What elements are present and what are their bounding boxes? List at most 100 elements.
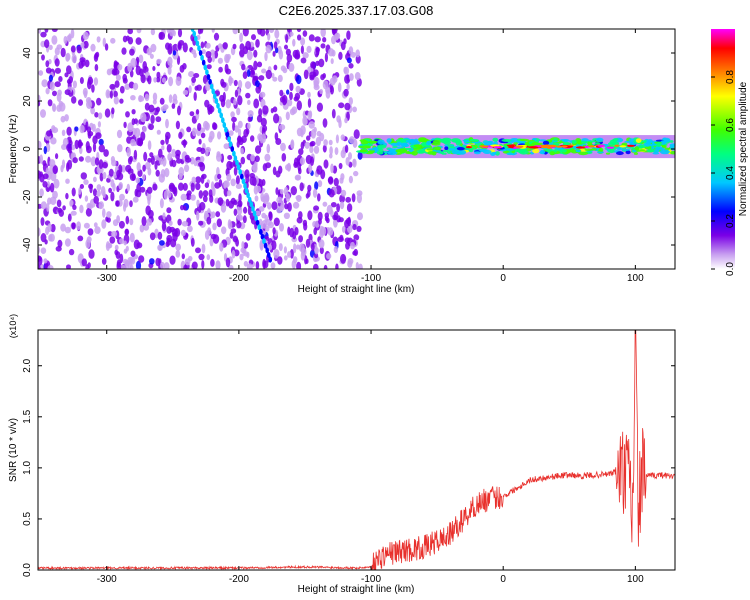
heatmap-cell <box>206 254 211 261</box>
heatmap-band-cell <box>426 140 432 146</box>
heatmap-cell <box>78 156 84 162</box>
heatmap-cell <box>232 159 236 167</box>
heatmap-cell <box>115 74 121 81</box>
heatmap-cell <box>304 141 310 149</box>
heatmap-cell <box>84 59 90 68</box>
heatmap-cell <box>161 77 167 83</box>
heatmap-cell <box>50 223 56 233</box>
heatmap-cell <box>346 30 351 40</box>
heatmap-cell <box>237 200 243 208</box>
heatmap-cell <box>86 236 92 243</box>
heatmap-cell <box>283 255 288 261</box>
heatmap-cell <box>273 249 280 259</box>
heatmap-band-cell <box>635 138 642 144</box>
heatmap-cell <box>157 231 163 240</box>
heatmap-cell <box>307 210 313 221</box>
spectrogram-heatmap <box>38 29 675 269</box>
heatmap-cell <box>239 49 245 58</box>
heatmap-streak-cell <box>268 256 273 263</box>
heatmap-cell <box>182 182 188 191</box>
heatmap-cell <box>210 258 215 267</box>
heatmap-cell <box>161 145 165 151</box>
heatmap-cell <box>313 145 320 154</box>
heatmap-cell <box>230 111 235 118</box>
x-tick-label: -200 <box>229 574 249 585</box>
heatmap-cell <box>264 51 268 62</box>
heatmap-cell <box>162 104 169 110</box>
heatmap-cell <box>340 173 345 181</box>
heatmap-cell <box>138 255 145 263</box>
heatmap-band-cell <box>578 151 589 156</box>
heatmap-cell <box>175 120 180 130</box>
heatmap-cell <box>229 161 234 169</box>
heatmap-cell <box>117 63 123 71</box>
heatmap-cell <box>258 108 263 117</box>
heatmap-cell <box>126 147 131 157</box>
heatmap-band-cell <box>433 146 442 150</box>
heatmap-cell <box>190 194 196 201</box>
colorbar-tick-label: 0.6 <box>725 118 736 132</box>
heatmap-cell <box>45 87 50 95</box>
heatmap-cell <box>150 114 155 125</box>
heatmap-cell <box>146 186 153 194</box>
heatmap-streak-cell <box>232 150 236 157</box>
heatmap-core-cell <box>515 145 524 148</box>
y-tick-label: 1.5 <box>22 409 33 423</box>
heatmap-cell <box>92 188 98 197</box>
heatmap-core-cell <box>561 145 568 148</box>
heatmap-cell <box>77 235 84 242</box>
heatmap-cell <box>42 181 48 188</box>
heatmap-cell <box>247 122 251 130</box>
heatmap-cell <box>65 178 70 184</box>
heatmap-cell <box>253 98 260 109</box>
colorbar-ticks: 0.0 0.2 0.4 0.6 0.8 <box>711 70 736 276</box>
heatmap-cell <box>193 160 198 167</box>
heatmap-cell <box>152 183 158 191</box>
heatmap-cell <box>275 187 279 196</box>
heatmap-cell <box>88 249 95 259</box>
heatmap-streak-cell <box>200 54 204 61</box>
heatmap-cell <box>235 175 240 185</box>
heatmap-cell <box>169 226 176 233</box>
heatmap-band-cell <box>397 148 408 153</box>
heatmap-cell <box>46 202 50 212</box>
heatmap-cell <box>153 77 157 83</box>
heatmap-cell <box>320 74 325 81</box>
heatmap-cell <box>109 90 113 99</box>
heatmap-cell <box>81 258 88 267</box>
heatmap-cell <box>60 164 64 173</box>
heatmap-cell <box>199 156 205 163</box>
heatmap-cell <box>245 40 252 51</box>
heatmap-band-cell <box>598 147 604 152</box>
heatmap-core-cell <box>614 144 620 147</box>
heatmap-cell <box>162 157 167 167</box>
figure-title: C2E6.2025.337.17.03.G08 <box>279 3 434 18</box>
heatmap-cell <box>300 37 306 46</box>
heatmap-cell <box>51 35 58 45</box>
heatmap-cell <box>296 216 303 224</box>
heatmap-cell <box>330 58 334 65</box>
heatmap-streak-cell <box>208 78 212 85</box>
heatmap-core-cell <box>478 145 489 148</box>
heatmap-cell <box>322 118 328 128</box>
heatmap-cell <box>132 196 139 203</box>
heatmap-cell <box>303 69 309 80</box>
heatmap-cell <box>136 242 143 249</box>
heatmap-band-cell <box>418 137 427 143</box>
snr-y-ticks: 0.0 0.5 1.0 1.5 2.0 <box>22 358 675 577</box>
heatmap-streak-cell <box>203 64 208 71</box>
heatmap-cell <box>317 193 321 202</box>
heatmap-cell <box>64 114 69 122</box>
heatmap-cell <box>40 217 45 226</box>
heatmap-cell <box>255 261 260 269</box>
heatmap-streak-cell <box>230 146 235 152</box>
heatmap-band-cell <box>513 142 518 145</box>
heatmap-cell <box>200 41 205 49</box>
heatmap-streak-cell <box>260 233 265 240</box>
heatmap-cell <box>201 49 206 55</box>
heatmap-cell <box>229 231 234 239</box>
heatmap-cell <box>180 229 186 237</box>
heatmap-band-cell <box>390 142 399 147</box>
heatmap-band-cell <box>644 142 652 147</box>
heatmap-cell <box>333 218 338 228</box>
